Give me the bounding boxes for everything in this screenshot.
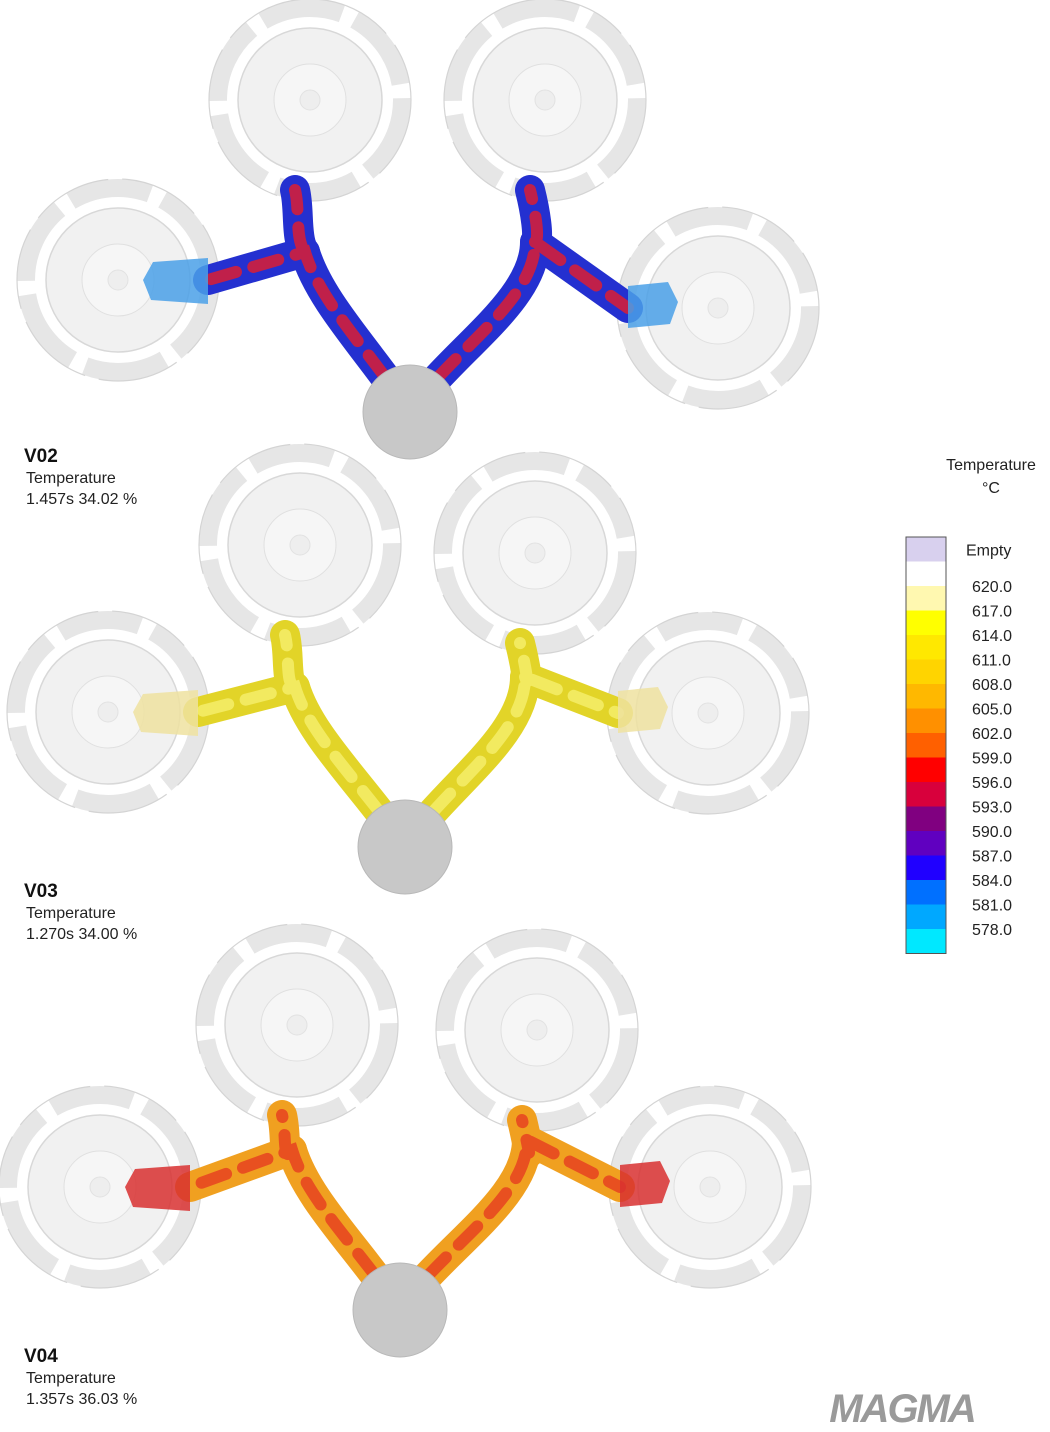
- legend-swatch: [906, 562, 946, 587]
- legend-title: Temperature: [946, 457, 1036, 474]
- panel-quantity: Temperature: [26, 1370, 116, 1387]
- legend-swatch: [906, 586, 946, 611]
- page: V02 Temperature 1.457s 34.02 % V03 Temperatu…: [0, 0, 1050, 1427]
- legend-label: 596.0: [972, 775, 1012, 792]
- wheel: [436, 929, 638, 1131]
- legend-empty-label: Empty: [966, 542, 1011, 559]
- legend-swatch: [906, 684, 946, 709]
- wheel-center: [287, 1015, 307, 1035]
- wheel-center: [108, 270, 128, 290]
- wheel: [199, 444, 401, 646]
- legend-swatch: [906, 782, 946, 807]
- sprue: [353, 1263, 447, 1357]
- legend-label: 602.0: [972, 726, 1012, 743]
- panel-name: V03: [24, 881, 58, 902]
- legend-label: 608.0: [972, 677, 1012, 694]
- wheel-center: [300, 90, 320, 110]
- legend-label: 578.0: [972, 922, 1012, 939]
- legend-swatch: [906, 635, 946, 660]
- wheel-center: [98, 702, 118, 722]
- simulation-view: V02 Temperature 1.457s 34.02 % V03 Temperatu…: [0, 0, 1050, 1427]
- legend-swatch: [906, 831, 946, 856]
- legend-label: 617.0: [972, 604, 1012, 621]
- legend-label: 581.0: [972, 898, 1012, 915]
- panel-name: V02: [24, 446, 58, 467]
- runner-tip: [618, 687, 668, 733]
- legend-swatch: [906, 807, 946, 832]
- legend-label: 590.0: [972, 824, 1012, 841]
- legend-label: 593.0: [972, 800, 1012, 817]
- legend-label: 614.0: [972, 628, 1012, 645]
- legend-swatch: [906, 856, 946, 881]
- panel-quantity: Temperature: [26, 905, 116, 922]
- runner-tip: [125, 1165, 190, 1211]
- runner-tip: [143, 258, 208, 304]
- panel-status: 1.357s 36.03 %: [26, 1391, 137, 1408]
- runner-tip: [133, 690, 198, 736]
- wheel: [209, 0, 411, 201]
- sprue: [363, 365, 457, 459]
- legend-swatch: [906, 929, 946, 954]
- panel-status: 1.270s 34.00 %: [26, 926, 137, 943]
- panel-quantity: Temperature: [26, 470, 116, 487]
- wheel-center: [708, 298, 728, 318]
- wheel-center: [525, 543, 545, 563]
- legend-label: 611.0: [972, 653, 1011, 670]
- wheel: [196, 924, 398, 1126]
- wheel-center: [90, 1177, 110, 1197]
- wheel: [444, 0, 646, 201]
- legend-swatch: [906, 905, 946, 930]
- legend-label: 584.0: [972, 873, 1012, 890]
- runner: [143, 190, 678, 459]
- logo: MAGMA: [829, 1387, 975, 1427]
- legend-swatch: [906, 880, 946, 905]
- legend-unit: °C: [982, 480, 1000, 497]
- wheel-center: [527, 1020, 547, 1040]
- legend-swatch: [906, 660, 946, 685]
- sprue: [358, 800, 452, 894]
- panel-name: V04: [24, 1346, 58, 1367]
- runner-tip: [628, 282, 678, 328]
- legend-label: 605.0: [972, 702, 1012, 719]
- legend-swatch: [906, 733, 946, 758]
- legend-label: 599.0: [972, 751, 1012, 768]
- legend-swatch: [906, 709, 946, 734]
- wheel-center: [535, 90, 555, 110]
- wheel: [434, 452, 636, 654]
- legend-swatch: [906, 537, 946, 562]
- panel-status: 1.457s 34.02 %: [26, 491, 137, 508]
- legend-swatch: [906, 611, 946, 636]
- runner: [133, 635, 668, 894]
- runner-tip: [620, 1161, 670, 1207]
- wheel-center: [698, 703, 718, 723]
- legend-swatch: [906, 758, 946, 783]
- legend-label: 620.0: [972, 579, 1012, 596]
- wheel-center: [700, 1177, 720, 1197]
- runner: [125, 1115, 670, 1357]
- legend-label: 587.0: [972, 849, 1012, 866]
- wheel-center: [290, 535, 310, 555]
